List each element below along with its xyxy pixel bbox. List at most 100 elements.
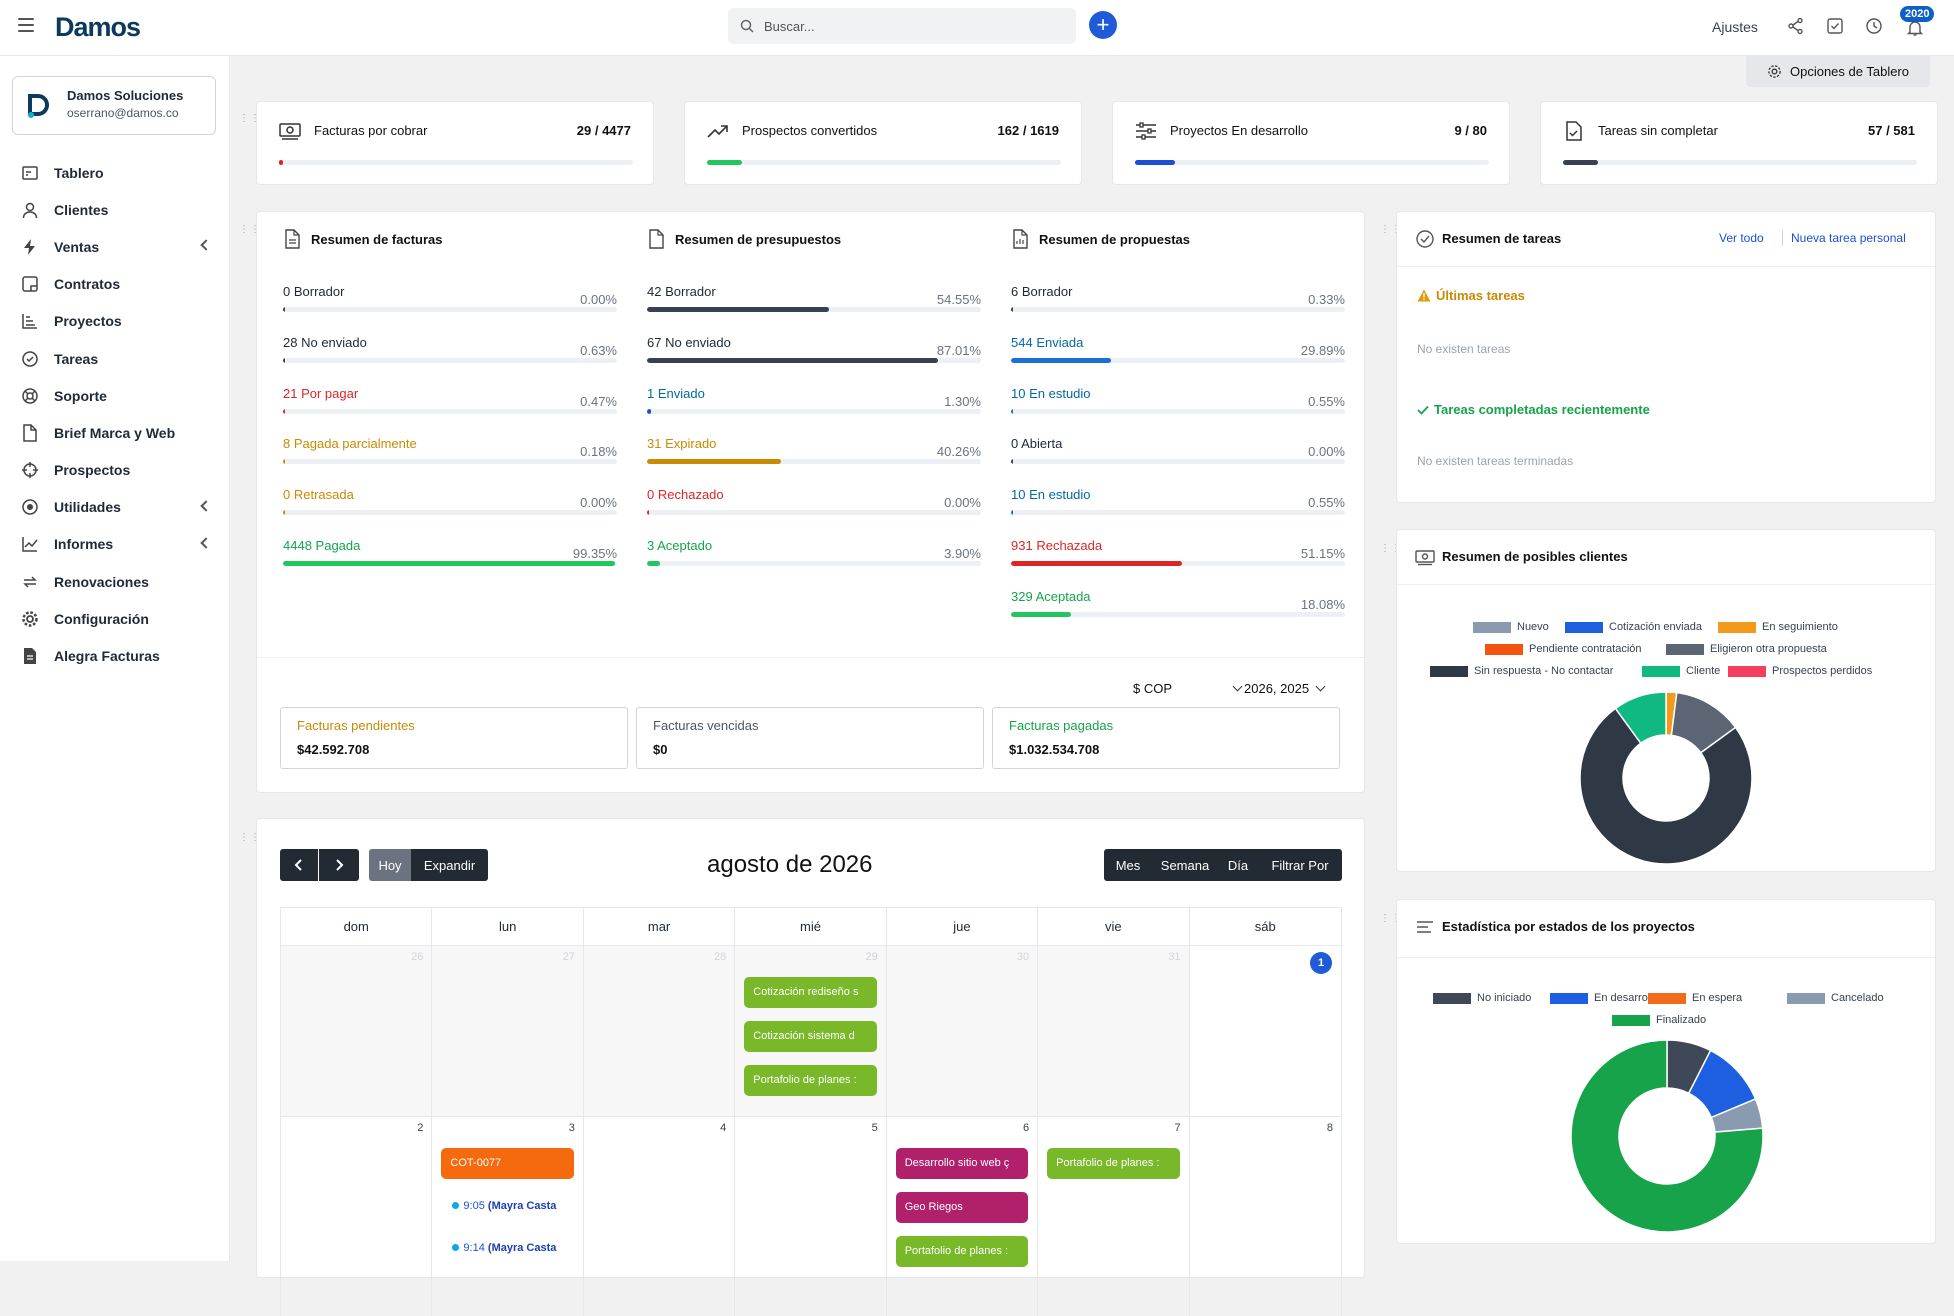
- sidebar-item-renovaciones[interactable]: Renovaciones: [0, 563, 230, 600]
- year-select[interactable]: 2026, 2025: [1244, 681, 1326, 696]
- sidebar-item-tablero[interactable]: Tablero: [0, 154, 230, 191]
- calendar-day[interactable]: 8: [1326, 1122, 1333, 1134]
- proposals-status-row[interactable]: 10 En estudio 0.55%: [1011, 487, 1345, 527]
- legend-item[interactable]: En seguimiento: [1718, 621, 1838, 633]
- calendar-day[interactable]: 7 Portafolio de planes :: [1038, 1117, 1190, 1316]
- app-logo[interactable]: Damos: [55, 12, 141, 42]
- proposals-status-row[interactable]: 544 Enviada 29.89%: [1011, 335, 1345, 375]
- calendar-day[interactable]: 31: [1038, 946, 1190, 1116]
- invoices-status-row[interactable]: 4448 Pagada 99.35%: [283, 538, 617, 578]
- estimates-status-row[interactable]: 3 Aceptado 3.90%: [647, 538, 981, 578]
- calendar-event[interactable]: Portafolio de planes :: [1047, 1148, 1180, 1179]
- calendar-event[interactable]: Portafolio de planes :: [744, 1065, 877, 1096]
- legend-item[interactable]: Eligieron otra propuesta: [1666, 643, 1827, 655]
- dashboard-options-button[interactable]: Opciones de Tablero: [1746, 55, 1930, 87]
- proposals-status-row[interactable]: 0 Abierta 0.00%: [1011, 436, 1345, 476]
- estimates-status-row[interactable]: 1 Enviado 1.30%: [647, 386, 981, 426]
- calendar-day[interactable]: 1: [1190, 946, 1341, 1116]
- kpi-card-tareas-sin-completar[interactable]: Tareas sin completar 57 / 581: [1540, 101, 1938, 185]
- bell-icon[interactable]: [1906, 19, 1924, 37]
- calendar-day[interactable]: 5: [735, 1117, 887, 1316]
- calendar-day[interactable]: 2: [281, 1117, 433, 1316]
- expand-button[interactable]: Expandir: [411, 849, 488, 881]
- calendar-day[interactable]: 4: [584, 1117, 736, 1316]
- sidebar-item-clientes[interactable]: Clientes: [0, 191, 230, 228]
- calendar-day[interactable]: 30: [886, 946, 1039, 1116]
- calendar-day[interactable]: 26: [281, 946, 433, 1116]
- company-card[interactable]: Damos Soluciones oserrano@damos.co: [12, 76, 216, 135]
- calendar-event[interactable]: Geo Riegos: [895, 1192, 1029, 1223]
- drag-handle[interactable]: ⋮⋮: [1380, 913, 1402, 924]
- invoices-status-row[interactable]: 8 Pagada parcialmente 0.18%: [283, 436, 617, 476]
- currency-select[interactable]: $ COP: [1133, 681, 1243, 696]
- sidebar-item-utilidades[interactable]: Utilidades: [0, 489, 230, 526]
- calendar-event-detail[interactable]: 9:14 (Mayra Casta: [452, 1242, 567, 1254]
- legend-item[interactable]: Finalizado: [1612, 1014, 1706, 1026]
- proposals-status-row[interactable]: 10 En estudio 0.55%: [1011, 386, 1345, 426]
- clock-icon[interactable]: [1865, 17, 1883, 35]
- checkbox-icon[interactable]: [1826, 17, 1844, 35]
- donut-slice-cliente[interactable]: [1614, 691, 1667, 745]
- kpi-card-prospectos-convertidos[interactable]: Prospectos convertidos 162 / 1619: [684, 101, 1082, 185]
- drag-handle[interactable]: ⋮⋮: [239, 832, 261, 843]
- donut-slice-sin-respuesta-no-contactar[interactable]: [1579, 707, 1753, 865]
- legend-item[interactable]: Pendiente contratación: [1485, 643, 1642, 655]
- month-view-button[interactable]: Mes: [1104, 849, 1152, 881]
- kpi-card-facturas-por-cobrar[interactable]: Facturas por cobrar 29 / 4477: [256, 101, 654, 185]
- share-icon[interactable]: [1787, 17, 1805, 35]
- calendar-event[interactable]: COT-0077: [441, 1148, 574, 1179]
- legend-item[interactable]: En desarrollo: [1550, 992, 1659, 1004]
- calendar-day[interactable]: 27: [432, 946, 584, 1116]
- proposals-status-row[interactable]: 329 Aceptada 18.08%: [1011, 589, 1345, 629]
- sidebar-item-configuración[interactable]: Configuración: [0, 600, 230, 637]
- sidebar-item-prospectos[interactable]: Prospectos: [0, 452, 230, 489]
- calendar-event[interactable]: Cotización sistema d: [744, 1021, 877, 1052]
- sidebar-item-ventas[interactable]: Ventas: [0, 228, 230, 265]
- proposals-status-row[interactable]: 6 Borrador 0.33%: [1011, 284, 1345, 324]
- legend-item[interactable]: Cliente: [1642, 665, 1720, 677]
- sidebar-item-tareas[interactable]: Tareas: [0, 340, 230, 377]
- week-view-button[interactable]: Semana: [1152, 849, 1218, 881]
- estimates-status-row[interactable]: 31 Expirado 40.26%: [647, 436, 981, 476]
- calendar-event[interactable]: Portafolio de planes :: [895, 1236, 1029, 1267]
- sidebar-item-contratos[interactable]: Contratos: [0, 266, 230, 303]
- menu-icon[interactable]: [18, 18, 34, 32]
- kpi-card-proyectos-en-desarrollo[interactable]: Proyectos En desarrollo 9 / 80: [1112, 101, 1510, 185]
- calendar-event[interactable]: Desarrollo sitio web ç: [895, 1148, 1029, 1179]
- new-personal-task-link[interactable]: Nueva tarea personal: [1791, 231, 1906, 245]
- prev-month-button[interactable]: [280, 849, 318, 881]
- calendar-day[interactable]: 28: [583, 946, 736, 1116]
- invoices-status-row[interactable]: 0 Retrasada 0.00%: [283, 487, 617, 527]
- day-view-button[interactable]: Día: [1218, 849, 1258, 881]
- legend-item[interactable]: Nuevo: [1473, 621, 1549, 633]
- drag-handle[interactable]: ⋮⋮: [1380, 224, 1402, 235]
- next-month-button[interactable]: [319, 849, 359, 881]
- calendar-day[interactable]: 3 COT-0077 9:05 (Mayra Casta 9:14 (Mayra…: [432, 1117, 584, 1316]
- proposals-status-row[interactable]: 931 Rechazada 51.15%: [1011, 538, 1345, 578]
- sidebar-item-alegra-facturas[interactable]: Alegra Facturas: [0, 637, 230, 674]
- legend-item[interactable]: No iniciado: [1433, 992, 1531, 1004]
- calendar-day[interactable]: 29 Cotización rediseño s Cotización sist…: [735, 946, 887, 1116]
- estimates-status-row[interactable]: 67 No enviado 87.01%: [647, 335, 981, 375]
- settings-link[interactable]: Ajustes: [1712, 19, 1758, 35]
- drag-handle[interactable]: ⋮⋮: [1380, 543, 1402, 554]
- estimates-status-row[interactable]: 0 Rechazado 0.00%: [647, 487, 981, 527]
- calendar-event-detail[interactable]: 9:05 (Mayra Casta: [452, 1200, 567, 1212]
- calendar-event[interactable]: Cotización rediseño s: [744, 977, 877, 1008]
- see-all-link[interactable]: Ver todo: [1719, 231, 1764, 245]
- drag-handle[interactable]: ⋮⋮: [239, 113, 261, 124]
- invoices-status-row[interactable]: 28 No enviado 0.63%: [283, 335, 617, 375]
- today-button[interactable]: Hoy: [369, 849, 411, 881]
- calendar-day[interactable]: 6 Desarrollo sitio web ç Geo Riegos Port…: [887, 1117, 1039, 1316]
- drag-handle[interactable]: ⋮⋮: [239, 224, 261, 235]
- legend-item[interactable]: Prospectos perdidos: [1728, 665, 1872, 677]
- legend-item[interactable]: Cancelado: [1787, 992, 1884, 1004]
- legend-item[interactable]: En espera: [1648, 992, 1742, 1004]
- sidebar-item-soporte[interactable]: Soporte: [0, 377, 230, 414]
- sidebar-item-brief-marca-y-web[interactable]: Brief Marca y Web: [0, 414, 230, 451]
- sidebar-item-informes[interactable]: Informes: [0, 526, 230, 563]
- search-input[interactable]: Buscar...: [728, 8, 1076, 44]
- invoices-status-row[interactable]: 0 Borrador 0.00%: [283, 284, 617, 324]
- legend-item[interactable]: Sin respuesta - No contactar: [1430, 665, 1613, 677]
- donut-slice-finalizado[interactable]: [1570, 1039, 1764, 1233]
